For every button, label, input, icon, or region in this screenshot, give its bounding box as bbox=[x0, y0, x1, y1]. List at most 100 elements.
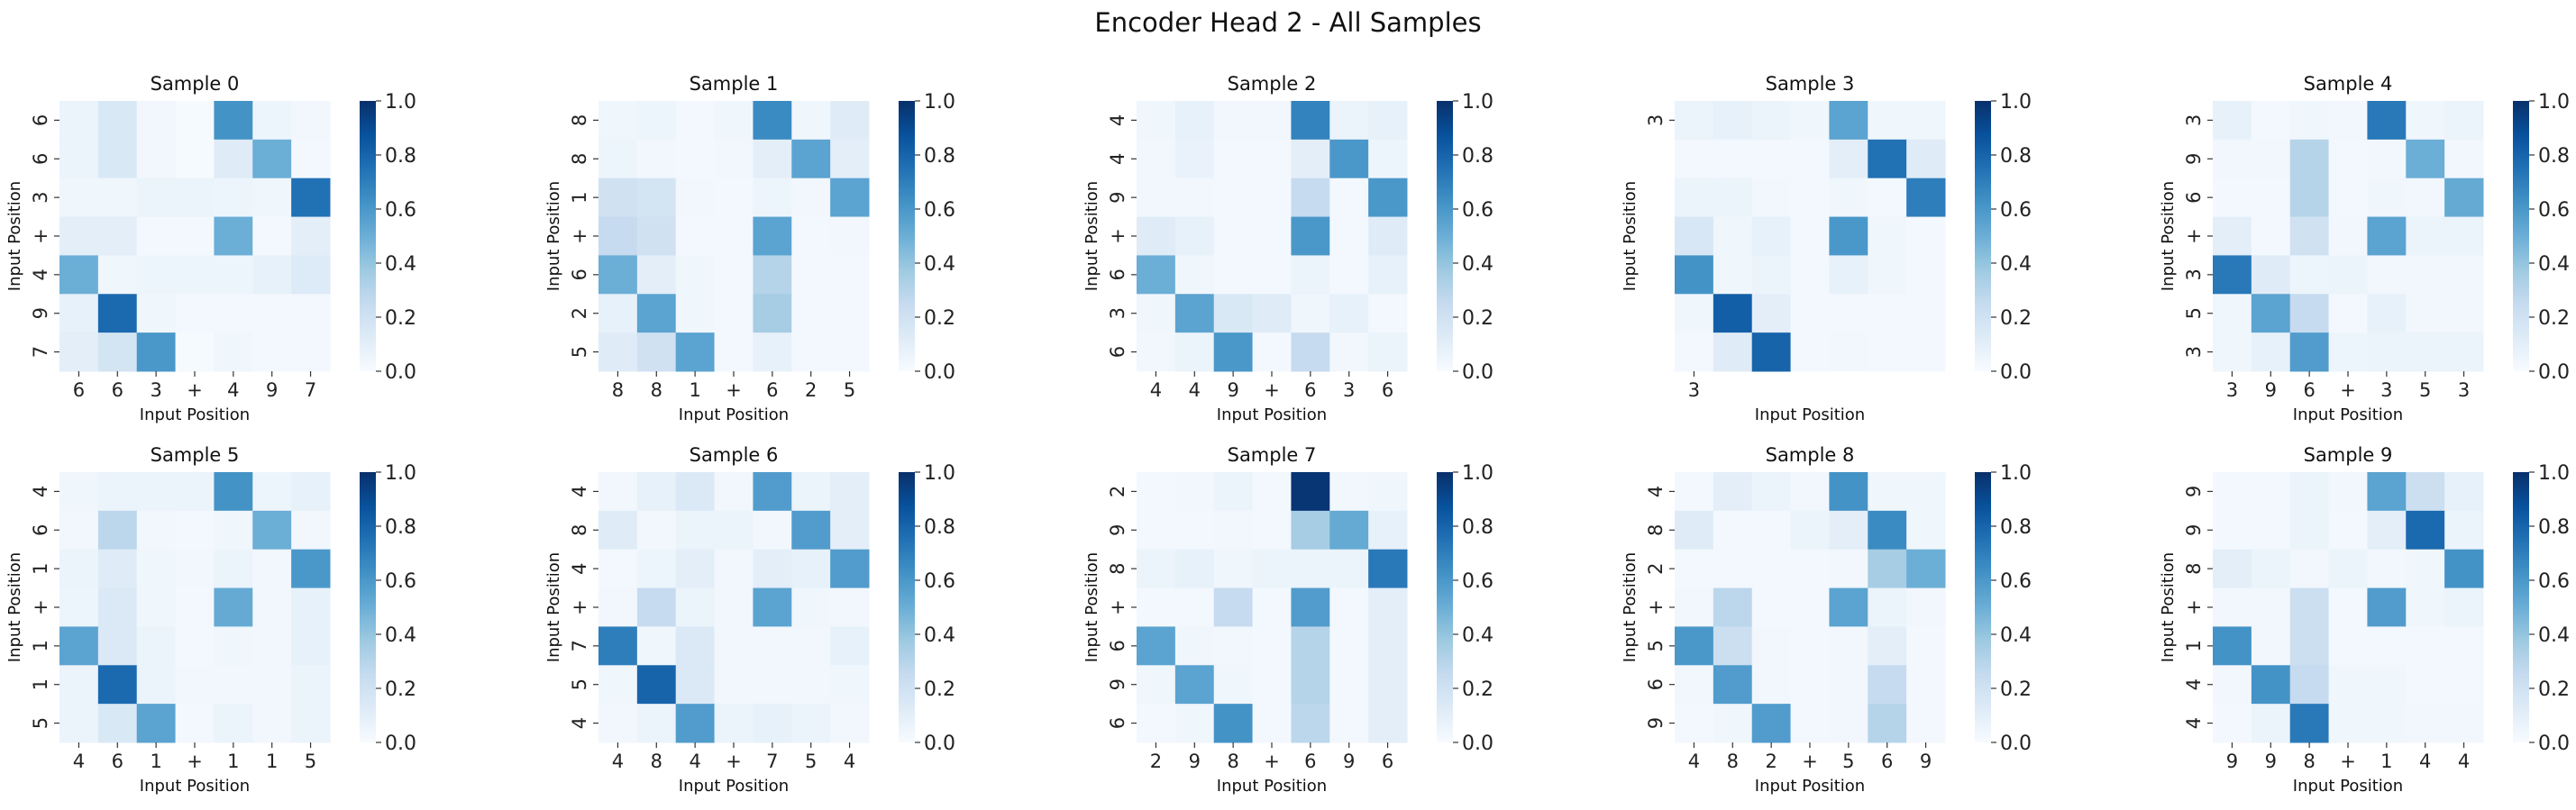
heatmap-cell bbox=[2444, 139, 2484, 179]
heatmap-cell bbox=[97, 472, 138, 512]
colorbar-tick-label: 0.4 bbox=[2538, 624, 2570, 647]
heatmap-cell bbox=[2289, 255, 2330, 295]
heatmap-cell bbox=[291, 255, 331, 295]
heatmap-cell bbox=[1906, 332, 1946, 372]
colorbar-tick-label: 0.8 bbox=[2538, 516, 2570, 539]
x-axis-label: Input Position bbox=[1217, 777, 1327, 796]
x-axis-label: Input Position bbox=[1755, 777, 1865, 796]
heatmap-cell bbox=[1213, 665, 1254, 705]
heatmap-cell bbox=[1713, 665, 1753, 705]
heatmap-cell bbox=[1368, 177, 1408, 218]
heatmap-cell bbox=[1906, 665, 1946, 705]
colorbar-tick-label: 0.0 bbox=[2000, 733, 2032, 755]
heatmap-cell bbox=[2328, 704, 2368, 743]
heatmap-cell bbox=[291, 626, 331, 666]
heatmap-panel-3: Sample 3 3 3 Input Position Input Position 0.… bbox=[1621, 73, 2032, 424]
colorbar-tick-label: 0.4 bbox=[385, 624, 416, 647]
heatmap-cell bbox=[252, 626, 292, 666]
y-tick-label: 7 bbox=[569, 640, 590, 651]
heatmap-cell bbox=[675, 101, 716, 141]
heatmap-cell bbox=[1906, 587, 1946, 627]
panel-title: Sample 1 bbox=[690, 73, 779, 95]
x-tick-label: 8 bbox=[1227, 751, 1238, 772]
colorbar-tick-label: 0.6 bbox=[1462, 570, 1494, 593]
heatmap-cell bbox=[1790, 332, 1830, 372]
heatmap-cell bbox=[1751, 472, 1792, 512]
x-tick-label: 6 bbox=[73, 379, 85, 401]
colorbar-tick-label: 0.0 bbox=[1462, 361, 1494, 384]
heatmap-cell bbox=[1790, 216, 1830, 256]
y-tick-label: 4 bbox=[569, 486, 590, 497]
heatmap-cell bbox=[2406, 216, 2445, 256]
heatmap-cell bbox=[1790, 139, 1830, 179]
heatmap-cell bbox=[136, 626, 177, 666]
colorbar-tick-label: 0.8 bbox=[385, 145, 416, 168]
heatmap-cell bbox=[214, 177, 253, 218]
colorbar-tick-label: 0.0 bbox=[924, 733, 955, 755]
heatmap-cell bbox=[97, 587, 138, 627]
x-tick-label: 9 bbox=[2265, 751, 2277, 772]
heatmap-cell bbox=[1368, 587, 1408, 627]
heatmap-cell bbox=[2444, 549, 2484, 589]
heatmap-cell bbox=[97, 255, 138, 295]
colorbar-tick-label: 0.4 bbox=[2000, 624, 2032, 647]
heatmap-cell bbox=[2289, 665, 2330, 705]
heatmap-cell bbox=[291, 177, 331, 218]
heatmap-cell bbox=[1137, 472, 1176, 512]
heatmap-cell bbox=[1868, 626, 1907, 666]
heatmap-cell bbox=[2367, 472, 2407, 512]
heatmap-cell bbox=[753, 510, 792, 551]
heatmap-cell bbox=[1829, 101, 1868, 141]
heatmap-cell bbox=[252, 294, 292, 333]
y-axis-label: Input Position bbox=[1082, 181, 1101, 291]
heatmap-cell bbox=[830, 549, 870, 589]
heatmap-cell bbox=[675, 626, 716, 666]
heatmap-cell bbox=[214, 294, 253, 333]
heatmap-cell bbox=[175, 587, 215, 627]
heatmap-cell bbox=[830, 472, 870, 512]
heatmap-cell bbox=[636, 587, 677, 627]
heatmap-cell bbox=[636, 139, 677, 179]
panel-title: Sample 8 bbox=[1766, 444, 1855, 466]
y-tick-label: 3 bbox=[2183, 346, 2205, 358]
heatmap-cell bbox=[252, 101, 292, 141]
colorbar-tick-label: 0.8 bbox=[924, 516, 955, 539]
heatmap-cell bbox=[2289, 139, 2330, 179]
x-axis-label: Input Position bbox=[679, 405, 789, 424]
colorbar-tick-label: 1.0 bbox=[2000, 462, 2032, 485]
heatmap-cell bbox=[2367, 704, 2407, 743]
x-tick-label: 7 bbox=[766, 751, 778, 772]
heatmap-cell bbox=[2289, 704, 2330, 743]
heatmap-cell bbox=[2444, 626, 2484, 666]
x-tick-label: 2 bbox=[1765, 751, 1777, 772]
y-tick-label: 4 bbox=[569, 717, 590, 729]
heatmap-cell bbox=[1790, 704, 1830, 743]
heatmap-cell bbox=[1174, 139, 1215, 179]
heatmap-panel-8: Sample 8 4 8 2 +5 6 9 4 8 2 +5 6 9 Input Position Inpu… bbox=[1621, 444, 2032, 796]
x-tick-label: 9 bbox=[2265, 379, 2277, 401]
heatmap-cell bbox=[714, 139, 754, 179]
y-tick-label: 2 bbox=[569, 307, 590, 319]
heatmap-cell bbox=[1368, 332, 1408, 372]
x-tick-label: 8 bbox=[651, 379, 662, 401]
heatmap-cell bbox=[2444, 704, 2484, 743]
heatmap-cell bbox=[252, 332, 292, 372]
heatmap-cell bbox=[1868, 665, 1907, 705]
heatmap-cell bbox=[636, 626, 677, 666]
heatmap-cell bbox=[753, 332, 792, 372]
heatmap-panel-4: Sample 4 3 9 6 +3 5 3 3 9 6 +3 5 3 Input Position Inpu… bbox=[2159, 73, 2570, 424]
heatmap-cell bbox=[1291, 294, 1330, 333]
heatmap-cell bbox=[2328, 665, 2368, 705]
y-tick-label: 4 bbox=[1107, 114, 1128, 126]
heatmap-cell bbox=[1213, 177, 1254, 218]
heatmap-cell bbox=[136, 472, 177, 512]
y-tick-label: 6 bbox=[1107, 717, 1128, 729]
heatmap-cell bbox=[714, 216, 754, 256]
x-tick-label: 6 bbox=[1382, 379, 1393, 401]
y-tick-label: 8 bbox=[1107, 562, 1128, 574]
x-tick-label: 2 bbox=[805, 379, 817, 401]
heatmap-cell bbox=[1906, 510, 1946, 551]
heatmap-cell bbox=[636, 472, 677, 512]
heatmap-cell bbox=[2251, 332, 2291, 372]
